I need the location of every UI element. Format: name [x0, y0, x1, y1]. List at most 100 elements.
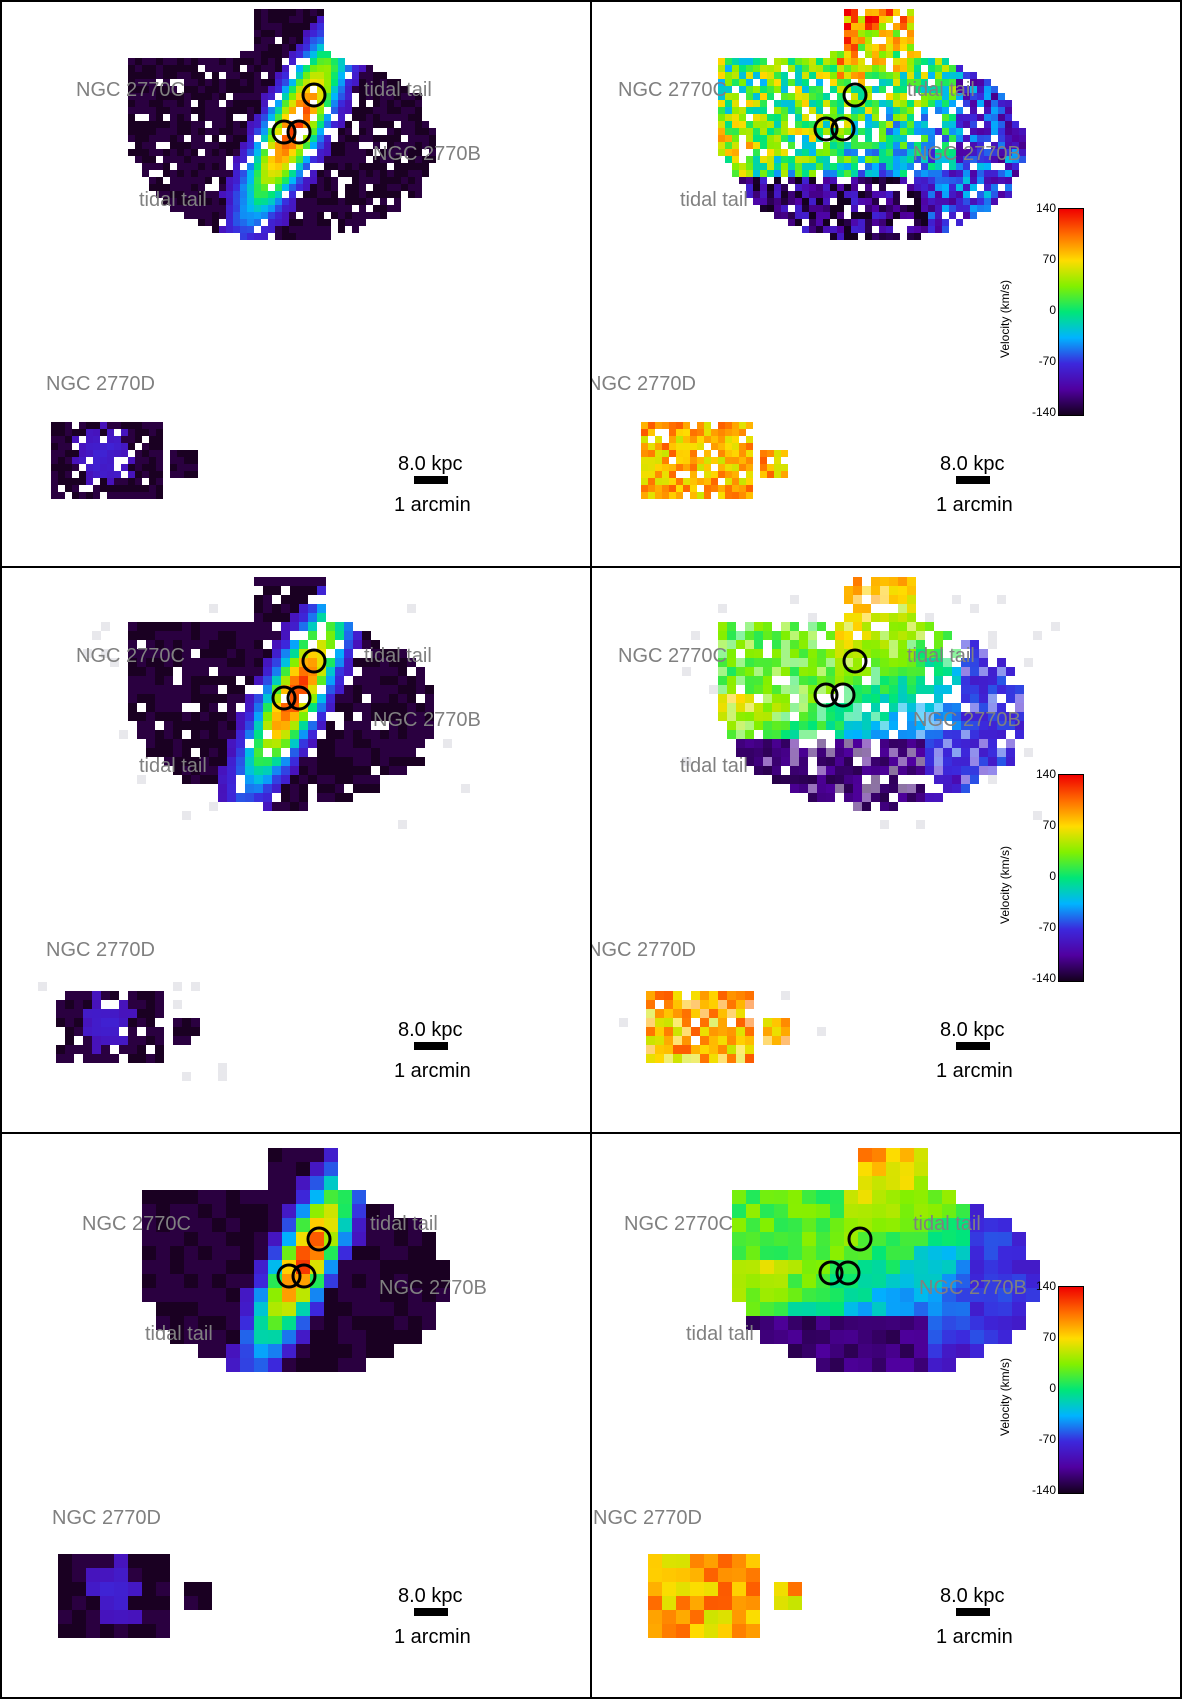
- colorbar-tick-label: -140: [1031, 1483, 1056, 1497]
- label-ngc2770d: NGC 2770D: [46, 939, 155, 961]
- colorbar-tick-label: 140: [1035, 1279, 1056, 1293]
- scale-bar: [956, 1042, 990, 1050]
- marker-circle: [830, 682, 856, 708]
- velocity-colorbar: 140 70 0 -70 -140 Velocity (km/s): [998, 1280, 1086, 1506]
- scale-bar: [414, 476, 448, 484]
- scale-arcmin-label: 1 arcmin: [394, 494, 471, 516]
- label-tidal-tail-south: tidal tail: [145, 1323, 213, 1345]
- marker-circle: [842, 82, 868, 108]
- scale-kpc-label: 8.0 kpc: [398, 1019, 463, 1041]
- colorbar-tick-label: -140: [1031, 971, 1056, 985]
- panel-5-moment0: NGC 2770C tidal tail NGC 2770B tidal tail NG…: [2, 1134, 590, 1698]
- marker-circle: [813, 116, 839, 142]
- marker-circle: [276, 1263, 302, 1289]
- marker-circle: [301, 82, 327, 108]
- marker-circle: [813, 682, 839, 708]
- scale-kpc-label: 8.0 kpc: [398, 453, 463, 475]
- label-tidal-tail-south: tidal tail: [680, 755, 748, 777]
- label-ngc2770c: NGC 2770C: [624, 1213, 733, 1235]
- label-tidal-tail-north: tidal tail: [364, 79, 432, 101]
- colorbar-tick-label: 140: [1035, 201, 1056, 215]
- colorbar-tick-label: 0: [1049, 303, 1056, 317]
- velocity-map-image: [641, 9, 1026, 499]
- scale-arcmin-label: 1 arcmin: [394, 1060, 471, 1082]
- colorbar-tick-label: 0: [1049, 1381, 1056, 1395]
- moment0-map-image: [51, 9, 436, 499]
- label-ngc2770c: NGC 2770C: [618, 645, 727, 667]
- velocity-colorbar: 140 70 0 -70 -140 Velocity (km/s): [998, 768, 1086, 994]
- panel-3-moment0: NGC 2770C tidal tail NGC 2770B tidal tail NG…: [2, 568, 590, 1132]
- label-ngc2770d: NGC 2770D: [592, 373, 696, 395]
- label-ngc2770b: NGC 2770B: [919, 1277, 1027, 1299]
- marker-circle: [271, 685, 297, 711]
- colorbar-tick-label: 140: [1035, 767, 1056, 781]
- scale-arcmin-label: 1 arcmin: [394, 1626, 471, 1648]
- panel-1-moment0: NGC 2770C tidal tail NGC 2770B tidal tail NG…: [2, 2, 590, 566]
- scale-bar: [956, 476, 990, 484]
- label-ngc2770c: NGC 2770C: [76, 79, 185, 101]
- colorbar-gradient: [1058, 774, 1084, 982]
- label-ngc2770b: NGC 2770B: [373, 143, 481, 165]
- colorbar-tick-label: 0: [1049, 869, 1056, 883]
- label-ngc2770d: NGC 2770D: [593, 1507, 702, 1529]
- label-tidal-tail-south: tidal tail: [680, 189, 748, 211]
- scale-bar: [414, 1042, 448, 1050]
- frame-right: [1180, 0, 1182, 1699]
- scale-bar: [956, 1608, 990, 1616]
- colorbar-gradient: [1058, 1286, 1084, 1494]
- label-tidal-tail-north: tidal tail: [907, 79, 975, 101]
- label-tidal-tail-north: tidal tail: [907, 645, 975, 667]
- colorbar-tick-label: 70: [1042, 252, 1056, 266]
- scale-kpc-label: 8.0 kpc: [940, 453, 1005, 475]
- colorbar-tick-label: -70: [1038, 920, 1056, 934]
- scale-arcmin-label: 1 arcmin: [936, 494, 1013, 516]
- label-ngc2770d: NGC 2770D: [46, 373, 155, 395]
- moment0-map-image: [58, 1148, 450, 1638]
- scale-kpc-label: 8.0 kpc: [940, 1585, 1005, 1607]
- scale-kpc-label: 8.0 kpc: [398, 1585, 463, 1607]
- marker-circle: [291, 1263, 317, 1289]
- colorbar-gradient: [1058, 208, 1084, 416]
- label-tidal-tail-north: tidal tail: [364, 645, 432, 667]
- marker-circle: [301, 648, 327, 674]
- velocity-map-image: [619, 577, 1060, 1063]
- colorbar-title: Velocity (km/s): [998, 1357, 1012, 1436]
- label-tidal-tail-north: tidal tail: [370, 1213, 438, 1235]
- frame-mid-vertical: [590, 0, 592, 1699]
- scale-kpc-label: 8.0 kpc: [940, 1019, 1005, 1041]
- label-ngc2770c: NGC 2770C: [76, 645, 185, 667]
- label-ngc2770b: NGC 2770B: [373, 709, 481, 731]
- velocity-colorbar: 140 70 0 -70 -140 Velocity (km/s): [998, 202, 1086, 428]
- label-ngc2770c: NGC 2770C: [82, 1213, 191, 1235]
- marker-circle: [286, 685, 312, 711]
- marker-circle: [830, 116, 856, 142]
- colorbar-tick-label: 70: [1042, 1330, 1056, 1344]
- panel-2-velocity: NGC 2770C tidal tail NGC 2770B tidal tail NG…: [592, 2, 1180, 566]
- label-ngc2770b: NGC 2770B: [379, 1277, 487, 1299]
- label-tidal-tail-south: tidal tail: [139, 755, 207, 777]
- label-ngc2770b: NGC 2770B: [913, 143, 1021, 165]
- panel-6-velocity: NGC 2770C tidal tail NGC 2770B tidal tail NG…: [592, 1134, 1180, 1698]
- colorbar-title: Velocity (km/s): [998, 279, 1012, 358]
- marker-circle: [842, 648, 868, 674]
- label-tidal-tail-south: tidal tail: [139, 189, 207, 211]
- marker-circle: [286, 119, 312, 145]
- marker-circle: [818, 1260, 844, 1286]
- colorbar-tick-label: -70: [1038, 1432, 1056, 1446]
- label-ngc2770b: NGC 2770B: [913, 709, 1021, 731]
- panel-4-velocity: NGC 2770C tidal tail NGC 2770B tidal tail NG…: [592, 568, 1180, 1132]
- marker-circle: [271, 119, 297, 145]
- colorbar-title: Velocity (km/s): [998, 845, 1012, 924]
- scale-bar: [414, 1608, 448, 1616]
- label-ngc2770d: NGC 2770D: [52, 1507, 161, 1529]
- moment0-map-image: [38, 577, 470, 1081]
- marker-circle: [835, 1260, 861, 1286]
- label-ngc2770d: NGC 2770D: [592, 939, 696, 961]
- label-ngc2770c: NGC 2770C: [618, 79, 727, 101]
- frame-row1: [0, 566, 1182, 568]
- velocity-map-image: [648, 1148, 1040, 1638]
- frame-row2: [0, 1132, 1182, 1134]
- marker-circle: [306, 1226, 332, 1252]
- colorbar-tick-label: 70: [1042, 818, 1056, 832]
